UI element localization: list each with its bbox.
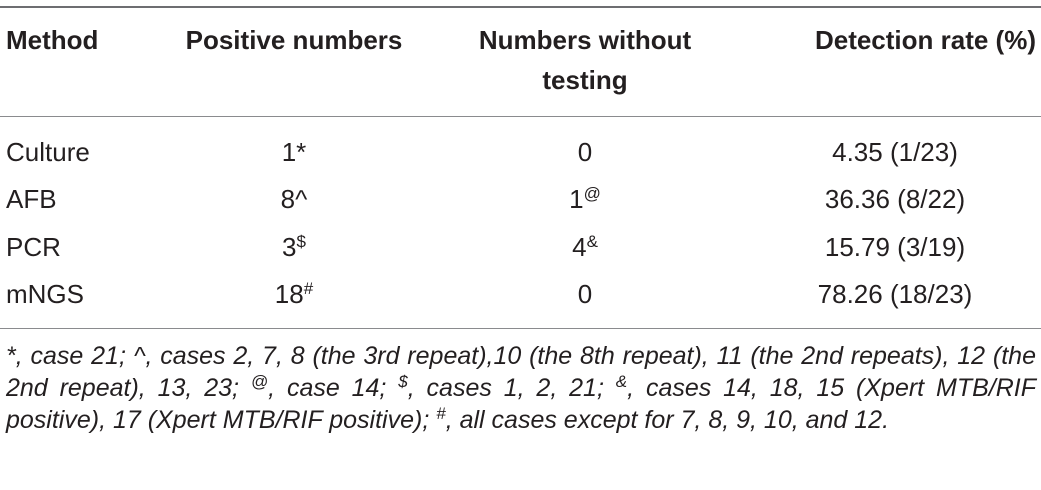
row-pcr-positive: 3$ (282, 232, 306, 262)
row-mngs-without: 0 (577, 279, 593, 309)
row-afb-method: AFB (6, 184, 57, 214)
header-numbers-without-line1: Numbers without (478, 25, 692, 55)
table-header-rule (0, 116, 1041, 117)
row-culture-positive: 1* (281, 137, 307, 167)
table-footnote: *, case 21; ^, cases 2, 7, 8 (the 3rd re… (6, 342, 1036, 434)
row-mngs-positive: 18# (274, 279, 314, 309)
row-afb-positive: 8^ (280, 184, 308, 214)
header-method: Method (6, 25, 99, 55)
row-afb-rate: 36.36 (8/22) (824, 184, 966, 214)
row-afb-without: 1@ (569, 184, 601, 214)
row-pcr-rate: 15.79 (3/19) (824, 232, 966, 262)
table-bottom-rule (0, 328, 1041, 329)
row-mngs-rate: 78.26 (18/23) (817, 279, 973, 309)
header-numbers-without-testing: Numbers without testing (452, 20, 718, 100)
table-top-rule (0, 6, 1041, 8)
row-culture-method: Culture (6, 137, 90, 167)
row-pcr-method: PCR (6, 232, 61, 262)
row-culture-without: 0 (577, 137, 593, 167)
header-detection-rate: Detection rate (%) (814, 25, 1036, 55)
row-mngs-method: mNGS (6, 279, 84, 309)
row-pcr-without: 4& (572, 232, 598, 262)
header-numbers-without-line2: testing (542, 65, 628, 95)
row-culture-rate: 4.35 (1/23) (832, 137, 958, 167)
header-positive-numbers: Positive numbers (185, 25, 403, 55)
